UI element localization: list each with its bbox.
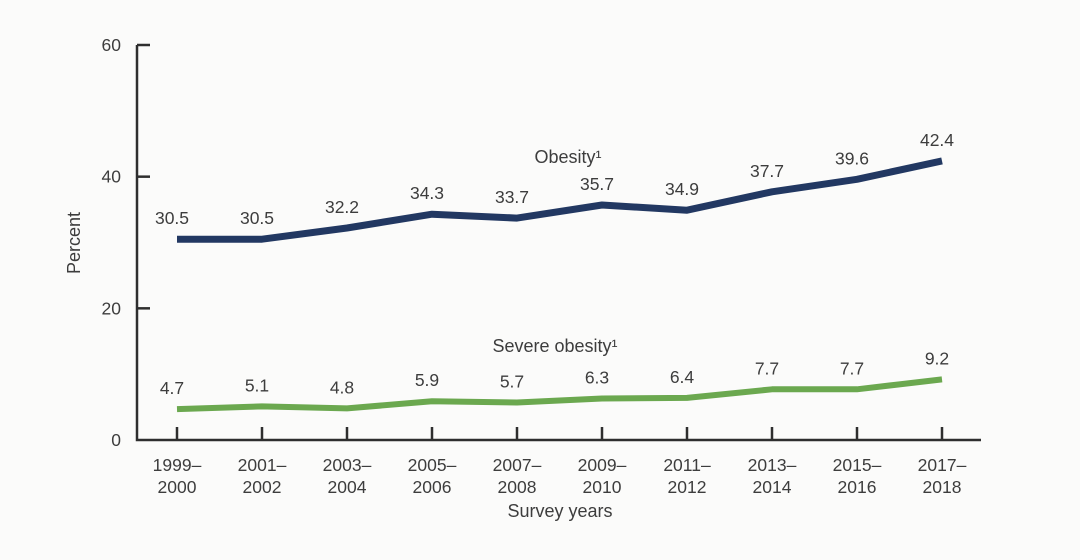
data-label: 33.7: [495, 187, 529, 207]
data-label: 30.5: [240, 208, 274, 228]
data-label: 34.9: [665, 179, 699, 199]
data-label: 39.6: [835, 148, 869, 168]
x-tick-label-line1: 2015–: [833, 455, 882, 475]
data-label: 34.3: [410, 183, 444, 203]
x-axis-title: Survey years: [507, 501, 612, 521]
x-tick-label-line2: 2002: [243, 477, 282, 497]
x-tick-label-line2: 2000: [158, 477, 197, 497]
data-label: 37.7: [750, 161, 784, 181]
data-label: 32.2: [325, 197, 359, 217]
x-tick-label-line1: 2009–: [578, 455, 627, 475]
x-tick-label-line2: 2016: [838, 477, 877, 497]
y-axis-title: Percent: [64, 212, 84, 274]
x-tick-label-line1: 2011–: [663, 455, 711, 475]
x-tick-label-line1: 2013–: [748, 455, 797, 475]
x-tick-label-line2: 2006: [413, 477, 452, 497]
series-lines: [176, 157, 943, 413]
x-tick-label-line1: 2003–: [323, 455, 372, 475]
x-tick-label-line1: 2005–: [408, 455, 457, 475]
data-label: 5.9: [415, 370, 439, 390]
y-tick-label: 0: [111, 430, 121, 450]
data-label: 42.4: [920, 130, 954, 150]
x-tick-label-line2: 2012: [668, 477, 707, 497]
obesity-series-label: Obesity¹: [534, 147, 601, 167]
data-label: 7.7: [840, 358, 864, 378]
x-tick-label-line1: 2017–: [918, 455, 967, 475]
data-label: 35.7: [580, 174, 614, 194]
data-label: 5.7: [500, 371, 524, 391]
y-axis-ticks: 0 20 40 60: [102, 35, 150, 450]
severe-obesity-line: [176, 376, 943, 413]
y-tick-label: 20: [102, 298, 122, 318]
x-tick-label-line1: 2001–: [238, 455, 287, 475]
obesity-line: [177, 157, 943, 243]
data-point-labels: 30.5 30.5 32.2 34.3 33.7 35.7 34.9 37.7 39.6 42.4…: [155, 130, 954, 398]
x-tick-label-line1: 1999–: [153, 455, 202, 475]
x-tick-label-line2: 2010: [583, 477, 622, 497]
data-label: 7.7: [755, 358, 779, 378]
y-tick-label: 60: [102, 35, 122, 55]
x-tick-label-line2: 2008: [498, 477, 537, 497]
severe-obesity-series-label: Severe obesity¹: [492, 336, 617, 356]
x-tick-label-line1: 2007–: [493, 455, 542, 475]
data-label: 4.8: [330, 377, 354, 397]
x-axis-ticks: 1999–2000 2001–2002 2003–2004 2005–2006 2007…: [153, 427, 967, 497]
data-label: 6.4: [670, 367, 695, 387]
y-tick-label: 40: [102, 167, 122, 187]
data-label: 4.7: [160, 378, 184, 398]
data-label: 5.1: [245, 375, 269, 395]
x-tick-label-line2: 2014: [753, 477, 792, 497]
data-label: 9.2: [925, 348, 949, 368]
data-label: 6.3: [585, 368, 609, 388]
x-tick-label-line2: 2004: [328, 477, 367, 497]
x-tick-label-line2: 2018: [923, 477, 962, 497]
data-label: 30.5: [155, 208, 189, 228]
